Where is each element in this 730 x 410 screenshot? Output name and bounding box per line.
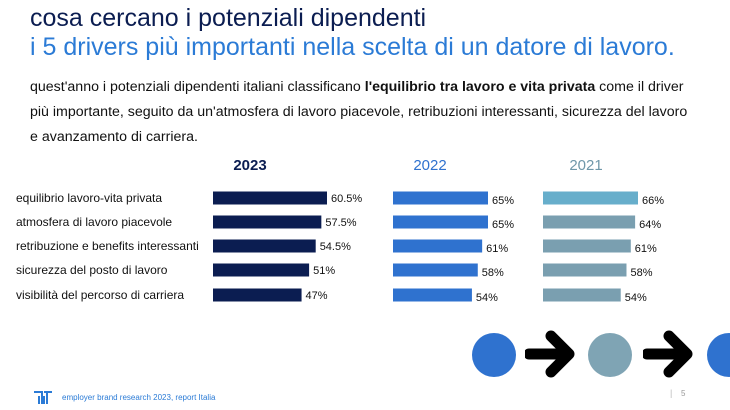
- data-label: 65%: [492, 195, 514, 207]
- data-label: 60.5%: [331, 193, 362, 205]
- category-label: equilibrio lavoro-vita privata: [16, 191, 162, 205]
- slide-subtitle: i 5 drivers più importanti nella scelta …: [30, 33, 675, 61]
- bar-2022-3: [393, 239, 483, 253]
- data-label: 47%: [306, 290, 328, 302]
- data-label: 65%: [492, 219, 514, 231]
- category-label: visibilità del percorso di carriera: [16, 288, 184, 302]
- series-header-2023: 2023: [233, 157, 266, 174]
- intro-paragraph: quest'anno i potenziali dipendenti itali…: [30, 75, 690, 150]
- category-label: retribuzione e benefits interessanti: [16, 239, 199, 253]
- footer-separator: |: [670, 388, 673, 398]
- data-label: 58%: [630, 267, 652, 279]
- randstad-logo-icon: [34, 391, 52, 404]
- slide-title: cosa cercano i potenziali dipendenti: [30, 4, 427, 32]
- data-label: 64%: [639, 219, 661, 231]
- footer-source: employer brand research 2023, report Ita…: [62, 393, 216, 402]
- intro-text-start: quest'anno i potenziali dipendenti itali…: [30, 79, 365, 95]
- bar-2021-3: [543, 239, 631, 253]
- bar-2022-5: [393, 288, 472, 302]
- bar-2021-5: [543, 288, 621, 302]
- blue-circle-icon: [472, 333, 516, 377]
- bar-2022-2: [393, 215, 488, 229]
- bar-2023-4: [213, 263, 310, 277]
- data-label: 54%: [476, 292, 498, 304]
- bar-2022-4: [393, 263, 478, 277]
- data-label: 51%: [313, 265, 335, 277]
- bar-2022-1: [393, 191, 488, 205]
- blue-circle-partial-icon: [707, 333, 730, 377]
- series-header-2021: 2021: [569, 157, 602, 174]
- category-label: sicurezza del posto di lavoro: [16, 263, 168, 277]
- bar-2023-3: [213, 239, 316, 253]
- data-label: 57.5%: [325, 217, 356, 229]
- series-header-2022: 2022: [413, 157, 446, 174]
- category-label: atmosfera di lavoro piacevole: [16, 215, 172, 229]
- arrow-right-icon: [525, 330, 575, 378]
- data-label: 54.5%: [320, 241, 351, 253]
- data-label: 66%: [642, 195, 664, 207]
- data-label: 61%: [486, 243, 508, 255]
- data-label: 54%: [625, 292, 647, 304]
- page-number: 5: [681, 389, 686, 398]
- bar-2023-2: [213, 215, 322, 229]
- bar-2021-4: [543, 263, 627, 277]
- bar-2023-1: [213, 191, 327, 205]
- data-label: 61%: [635, 243, 657, 255]
- bar-2021-1: [543, 191, 638, 205]
- bar-2023-5: [213, 288, 302, 302]
- intro-text-end: come il driver più importante, seguito d…: [30, 79, 688, 145]
- teal-circle-icon: [588, 333, 632, 377]
- bar-2021-2: [543, 215, 636, 229]
- arrow-right-icon-2: [643, 330, 693, 378]
- data-label: 58%: [482, 267, 504, 279]
- drivers-bar-chart: equilibrio lavoro-vita privata atmosfera …: [16, 157, 664, 304]
- intro-highlight: l'equilibrio tra lavoro e vita privata: [364, 79, 596, 95]
